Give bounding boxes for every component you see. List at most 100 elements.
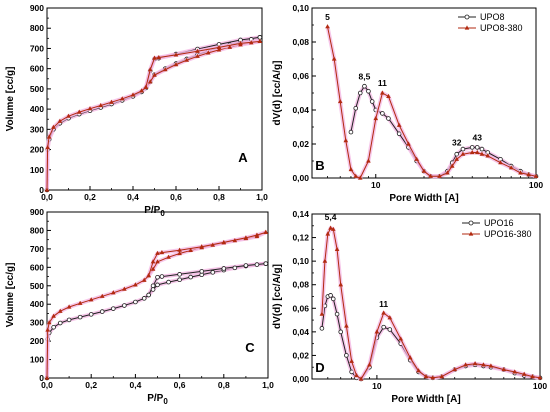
- y-tick-label: 0,06: [292, 71, 309, 81]
- series-red-point: [416, 368, 421, 373]
- x-axis-label-main: P/P: [144, 205, 160, 216]
- y-tick-label: 600: [30, 262, 44, 272]
- series-black-desorption-point: [199, 269, 205, 274]
- series-red-adsorption-point: [188, 247, 193, 252]
- series-red-desorption-point: [152, 55, 157, 60]
- series-red-point: [488, 363, 494, 368]
- y-tick-label: 700: [30, 244, 44, 254]
- series-black-point: [334, 311, 340, 317]
- series-black-desorption-point: [177, 272, 182, 277]
- series-red-adsorption-point: [46, 320, 52, 325]
- series-red-point: [430, 375, 436, 380]
- y-tick-label: 0,12: [292, 233, 309, 243]
- series-red-point: [463, 362, 468, 367]
- x-axis-label-main: P/P: [147, 393, 163, 404]
- legend-label: UPO8-380: [480, 23, 523, 33]
- series-red-point: [498, 160, 503, 165]
- x-tick-label: 0,4: [129, 380, 141, 390]
- series-red-point: [469, 149, 475, 155]
- series-red-adsorption-point: [76, 109, 82, 114]
- series-red-point: [396, 122, 402, 127]
- series-black-desorption-point: [263, 261, 269, 266]
- series-red-point: [354, 372, 359, 378]
- series-red-adsorption-point: [119, 96, 125, 101]
- series-red-desorption-point: [263, 229, 269, 234]
- series-red-adsorption-point: [184, 57, 190, 62]
- series-red-point: [374, 329, 380, 334]
- series-black-desorption-point: [146, 292, 151, 298]
- series-red-point: [353, 173, 359, 178]
- x-tick-label: 1,0: [262, 380, 274, 390]
- y-tick-label: 0,00: [292, 374, 309, 384]
- series-red-line: [321, 227, 541, 380]
- x-tick-label: 0,2: [85, 380, 97, 390]
- series-red-adsorption-point: [66, 113, 71, 118]
- series-red-point: [474, 149, 480, 155]
- series-red-point: [343, 138, 349, 143]
- series-red-point: [330, 226, 336, 231]
- series-red-point: [530, 374, 535, 379]
- y-tick-label: 0,02: [292, 139, 309, 149]
- series-red-line-halo: [319, 226, 541, 381]
- series-black-desorption-point: [221, 266, 227, 271]
- y-axis-label: Volume [cc/g]: [5, 263, 16, 328]
- series-red-adsorption-point: [162, 67, 168, 72]
- y-tick-label: 0,00: [292, 173, 309, 183]
- series-red-point: [349, 358, 354, 363]
- series-red-adsorption-point: [77, 300, 83, 305]
- series-red-point: [406, 141, 411, 146]
- series-red-adsorption-point: [227, 44, 233, 49]
- series-red-point: [481, 362, 486, 367]
- y-axis-label: Volume [cc/g]: [5, 67, 16, 132]
- series-red-adsorption-point: [57, 308, 63, 313]
- series-red-adsorption-point: [173, 62, 179, 67]
- y-tick-label: 0,06: [292, 303, 309, 313]
- series-red-point: [508, 165, 514, 170]
- y-tick-label: 200: [30, 336, 44, 346]
- series-black-desorption-point: [159, 274, 165, 279]
- series-red-desorption-point: [146, 273, 151, 278]
- series-red-point: [439, 374, 445, 379]
- peak-annotation: 11: [378, 78, 387, 88]
- series-red-point: [381, 310, 386, 315]
- series-red-desorption-point: [238, 40, 243, 45]
- x-tick-label: 0,6: [174, 380, 186, 390]
- series-black-point: [396, 131, 402, 137]
- series-red-point: [387, 315, 393, 320]
- series-black-point: [380, 111, 385, 116]
- series-red-point: [521, 371, 527, 376]
- panel-label: B: [315, 158, 324, 173]
- series-black-point: [362, 83, 367, 89]
- y-tick-label: 0,02: [292, 350, 309, 360]
- series-red-adsorption-point: [205, 50, 211, 55]
- series-black-point: [328, 293, 333, 298]
- series-red-desorption-point: [216, 44, 222, 50]
- x-tick-label: 0,8: [213, 192, 225, 202]
- series-black-adsorption-point: [51, 324, 56, 330]
- series-red-point: [358, 376, 364, 381]
- y-tick-label: 0,10: [292, 3, 309, 13]
- y-tick-label: 0: [39, 185, 44, 195]
- series-black-adsorption-point: [166, 279, 171, 285]
- series-red-point: [325, 24, 330, 29]
- series-black-adsorption-point: [188, 274, 193, 280]
- series-red-point: [452, 366, 458, 372]
- series-red-point: [501, 366, 507, 372]
- series-black-adsorption-point: [88, 312, 94, 317]
- y-tick-label: 600: [30, 64, 44, 74]
- series-red-point: [537, 375, 543, 380]
- series-red-desorption-point: [156, 54, 162, 60]
- y-tick-label: 500: [30, 281, 44, 291]
- x-axis-label: P/P0: [147, 393, 168, 406]
- y-tick-label: 300: [30, 124, 44, 134]
- series-red-point: [348, 166, 354, 172]
- series-red-point: [366, 158, 371, 163]
- series-black-point: [460, 146, 466, 152]
- series-red-adsorption-point: [57, 118, 63, 123]
- series-red-desorption-point: [173, 52, 179, 57]
- series-red-point: [460, 151, 466, 156]
- series-red-desorption-point: [143, 84, 149, 89]
- y-tick-label: 0,04: [292, 327, 309, 337]
- peak-annotation: 11: [379, 299, 388, 309]
